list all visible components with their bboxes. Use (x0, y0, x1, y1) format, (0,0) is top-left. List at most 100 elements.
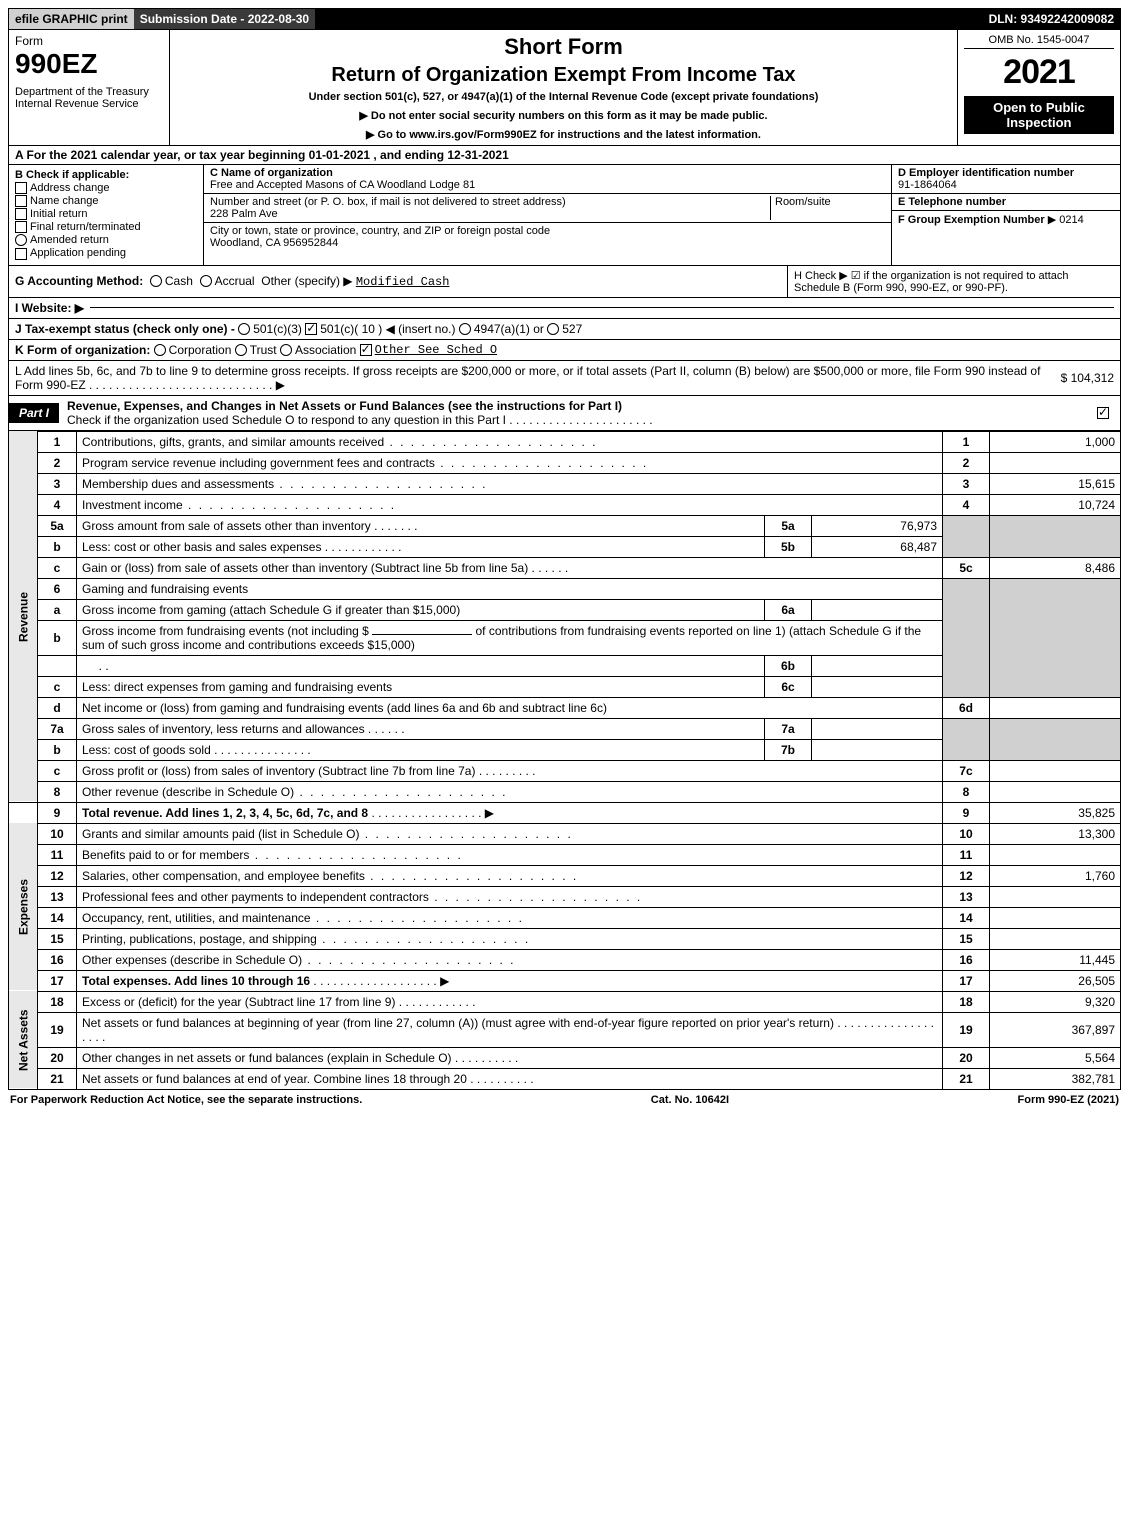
val-10: 13,300 (990, 823, 1121, 844)
group-label: F Group Exemption Number (898, 214, 1045, 226)
desc-9: Total revenue. Add lines 1, 2, 3, 4, 5c,… (77, 802, 943, 823)
form-number: 990EZ (15, 48, 163, 80)
chk-other-org[interactable] (360, 344, 372, 356)
bcd-row: B Check if applicable: Address change Na… (8, 165, 1121, 266)
desc-5c: Gain or (loss) from sale of assets other… (77, 557, 943, 578)
part1-header: Part I Revenue, Expenses, and Changes in… (8, 396, 1121, 431)
j-label: J Tax-exempt status (check only one) - (15, 322, 235, 336)
city-label: City or town, state or province, country… (210, 225, 885, 237)
radio-assoc[interactable] (280, 344, 292, 356)
street-row: Number and street (or P. O. box, if mail… (204, 194, 891, 223)
ln-10: 10 (38, 823, 77, 844)
ln-5c: c (38, 557, 77, 578)
short-form-title: Short Form (176, 34, 951, 60)
footer: For Paperwork Reduction Act Notice, see … (8, 1090, 1121, 1110)
part1-checkbox[interactable] (1089, 403, 1120, 423)
desc-7a: Gross sales of inventory, less returns a… (77, 718, 765, 739)
row-k: K Form of organization: Corporation Trus… (8, 340, 1121, 361)
section-a: A For the 2021 calendar year, or tax yea… (8, 146, 1121, 165)
row-i: I Website: ▶ (8, 298, 1121, 319)
g-label: G Accounting Method: (15, 274, 143, 288)
group-row: F Group Exemption Number ▶ 0214 (892, 211, 1120, 265)
expenses-side-label: Expenses (9, 823, 38, 991)
ln-7c: c (38, 760, 77, 781)
chk-501c[interactable] (305, 323, 317, 335)
note-goto: ▶ Go to www.irs.gov/Form990EZ for instru… (176, 128, 951, 141)
ein-row: D Employer identification number 91-1864… (892, 165, 1120, 194)
radio-501c3[interactable] (238, 323, 250, 335)
desc-13: Professional fees and other payments to … (77, 886, 943, 907)
open-to-public: Open to Public Inspection (964, 96, 1114, 134)
footer-right: Form 990-EZ (2021) (1018, 1094, 1119, 1106)
ln-7a: 7a (38, 718, 77, 739)
desc-5b: Less: cost or other basis and sales expe… (77, 536, 765, 557)
radio-4947[interactable] (459, 323, 471, 335)
desc-20: Other changes in net assets or fund bala… (77, 1047, 943, 1068)
val-2 (990, 452, 1121, 473)
ln-5b: b (38, 536, 77, 557)
desc-1: Contributions, gifts, grants, and simila… (77, 431, 943, 452)
val-16: 11,445 (990, 949, 1121, 970)
efile-label[interactable]: efile GRAPHIC print (9, 9, 134, 29)
desc-4: Investment income (77, 494, 943, 515)
row-j: J Tax-exempt status (check only one) - 5… (8, 319, 1121, 340)
val-4: 10,724 (990, 494, 1121, 515)
val-12: 1,760 (990, 865, 1121, 886)
website-blank[interactable] (90, 307, 1114, 308)
col-b-heading: B Check if applicable: (15, 169, 197, 181)
val-19: 367,897 (990, 1012, 1121, 1047)
radio-527[interactable] (547, 323, 559, 335)
chk-final-return[interactable]: Final return/terminated (15, 221, 197, 233)
radio-corp[interactable] (154, 344, 166, 356)
ln-16: 16 (38, 949, 77, 970)
val-3: 15,615 (990, 473, 1121, 494)
dln: DLN: 93492242009082 (983, 9, 1120, 29)
note-goto-text: ▶ Go to www.irs.gov/Form990EZ for instru… (366, 129, 761, 141)
form-title: Return of Organization Exempt From Incom… (176, 64, 951, 87)
desc-6b: Gross income from fundraising events (no… (77, 620, 943, 655)
chk-address-change[interactable]: Address change (15, 182, 197, 194)
part1-title: Revenue, Expenses, and Changes in Net As… (59, 396, 1089, 430)
ln-15: 15 (38, 928, 77, 949)
desc-12: Salaries, other compensation, and employ… (77, 865, 943, 886)
radio-accrual[interactable] (200, 275, 212, 287)
col-b: B Check if applicable: Address change Na… (9, 165, 204, 265)
chk-name-change[interactable]: Name change (15, 195, 197, 207)
l-text: L Add lines 5b, 6c, and 7b to line 9 to … (15, 364, 1055, 392)
gh-row: G Accounting Method: Cash Accrual Other … (8, 266, 1121, 298)
chk-application-pending[interactable]: Application pending (15, 247, 197, 259)
ln-11: 11 (38, 844, 77, 865)
ln-4: 4 (38, 494, 77, 515)
desc-10: Grants and similar amounts paid (list in… (77, 823, 943, 844)
street-label: Number and street (or P. O. box, if mail… (210, 196, 770, 208)
val-20: 5,564 (990, 1047, 1121, 1068)
ln-5a: 5a (38, 515, 77, 536)
val-1: 1,000 (990, 431, 1121, 452)
radio-cash[interactable] (150, 275, 162, 287)
form-header: Form 990EZ Department of the Treasury In… (8, 30, 1121, 146)
ln-21: 21 (38, 1068, 77, 1089)
header-right: OMB No. 1545-0047 2021 Open to Public In… (957, 30, 1120, 145)
group-value: ▶ 0214 (1048, 214, 1084, 226)
ln-6b: b (38, 620, 77, 655)
row-h: H Check ▶ ☑ if the organization is not r… (787, 266, 1120, 297)
org-name-row: C Name of organization Free and Accepted… (204, 165, 891, 194)
chk-initial-return[interactable]: Initial return (15, 208, 197, 220)
ln-14: 14 (38, 907, 77, 928)
desc-21: Net assets or fund balances at end of ye… (77, 1068, 943, 1089)
ln-17: 17 (38, 970, 77, 991)
desc-7c: Gross profit or (loss) from sales of inv… (77, 760, 943, 781)
chk-amended-return[interactable]: Amended return (15, 234, 197, 246)
desc-17: Total expenses. Add lines 10 through 16 … (77, 970, 943, 991)
website-label: I Website: ▶ (15, 301, 84, 315)
k-label: K Form of organization: (15, 343, 150, 357)
desc-2: Program service revenue including govern… (77, 452, 943, 473)
radio-trust[interactable] (235, 344, 247, 356)
under-section: Under section 501(c), 527, or 4947(a)(1)… (176, 91, 951, 103)
l-value: $ 104,312 (1061, 371, 1114, 385)
val-9: 35,825 (990, 802, 1121, 823)
part1-label: Part I (9, 403, 59, 423)
submission-date: Submission Date - 2022-08-30 (134, 9, 315, 29)
city-row: City or town, state or province, country… (204, 223, 891, 251)
desc-16: Other expenses (describe in Schedule O) (77, 949, 943, 970)
